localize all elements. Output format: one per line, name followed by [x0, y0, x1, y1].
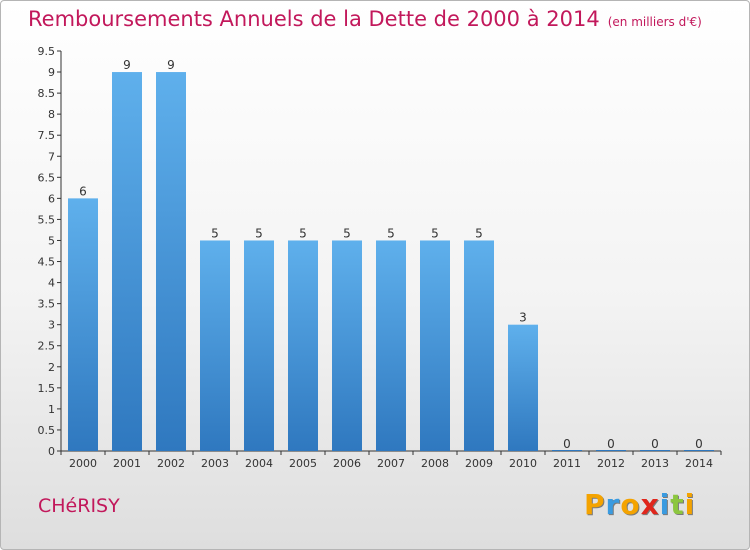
bar	[332, 240, 362, 451]
bar-value-label: 6	[79, 184, 87, 198]
bar	[684, 450, 714, 451]
bar	[244, 240, 274, 451]
y-tick-label: 3	[48, 319, 55, 332]
bar-value-label: 5	[387, 226, 395, 240]
bar-value-label: 0	[695, 437, 703, 451]
x-tick-label: 2007	[377, 457, 405, 470]
logo-letter: i	[684, 488, 696, 521]
y-tick-label: 7.5	[38, 129, 56, 142]
x-tick-label: 2001	[113, 457, 141, 470]
y-tick-label: 6	[48, 192, 55, 205]
bar-value-label: 5	[431, 226, 439, 240]
bar-value-label: 0	[607, 437, 615, 451]
proxiti-logo: Proxiti	[584, 488, 695, 521]
city-name: CHéRISY	[38, 495, 120, 517]
bar	[288, 240, 318, 451]
bar	[596, 450, 626, 451]
y-tick-label: 2	[48, 361, 55, 374]
y-tick-label: 0	[48, 445, 55, 458]
y-tick-label: 4.5	[38, 256, 56, 269]
y-tick-label: 1	[48, 403, 55, 416]
y-tick-label: 1.5	[38, 382, 56, 395]
bar-value-label: 0	[651, 437, 659, 451]
bar	[552, 450, 582, 451]
bar	[200, 240, 230, 451]
logo-letter: o	[620, 488, 641, 521]
y-tick-label: 7	[48, 150, 55, 163]
bar	[376, 240, 406, 451]
x-tick-label: 2012	[597, 457, 625, 470]
bar-value-label: 5	[475, 226, 483, 240]
y-tick-label: 3.5	[38, 298, 56, 311]
bar	[420, 240, 450, 451]
bar-value-label: 0	[563, 437, 571, 451]
bar	[464, 240, 494, 451]
y-tick-label: 9.5	[38, 45, 56, 58]
bar-value-label: 3	[519, 311, 527, 325]
logo-letter: x	[640, 488, 660, 521]
bar	[640, 450, 670, 451]
bar	[508, 324, 538, 451]
y-tick-label: 0.5	[38, 424, 56, 437]
bar-value-label: 5	[299, 226, 307, 240]
y-tick-label: 9	[48, 66, 55, 79]
x-tick-label: 2004	[245, 457, 273, 470]
x-tick-label: 2008	[421, 457, 449, 470]
bar	[156, 72, 186, 451]
x-tick-label: 2013	[641, 457, 669, 470]
y-tick-label: 4	[48, 277, 55, 290]
y-tick-label: 2.5	[38, 340, 56, 353]
x-tick-label: 2002	[157, 457, 185, 470]
x-tick-label: 2010	[509, 457, 537, 470]
bar	[68, 198, 98, 451]
bar-value-label: 5	[343, 226, 351, 240]
chart-unit: (en milliers d'€)	[607, 15, 702, 29]
x-tick-label: 2011	[553, 457, 581, 470]
y-tick-label: 8	[48, 108, 55, 121]
logo-letter: P	[584, 488, 606, 521]
x-tick-label: 2000	[69, 457, 97, 470]
bar-value-label: 9	[167, 58, 175, 72]
x-tick-label: 2009	[465, 457, 493, 470]
logo-letter: i	[659, 488, 671, 521]
y-tick-label: 5	[48, 234, 55, 247]
bar-value-label: 9	[123, 58, 131, 72]
bar-value-label: 5	[255, 226, 263, 240]
chart-title: Remboursements Annuels de la Dette de 20…	[28, 7, 702, 31]
chart-title-text: Remboursements Annuels de la Dette de 20…	[28, 7, 600, 31]
x-tick-label: 2003	[201, 457, 229, 470]
bar-value-label: 5	[211, 226, 219, 240]
logo-letter: t	[670, 488, 685, 521]
x-tick-label: 2005	[289, 457, 317, 470]
y-tick-label: 5.5	[38, 213, 56, 226]
x-tick-label: 2014	[685, 457, 713, 470]
y-tick-label: 8.5	[38, 87, 56, 100]
x-tick-label: 2006	[333, 457, 361, 470]
y-tick-label: 6.5	[38, 171, 56, 184]
bar	[112, 72, 142, 451]
logo-letter: r	[605, 488, 621, 521]
